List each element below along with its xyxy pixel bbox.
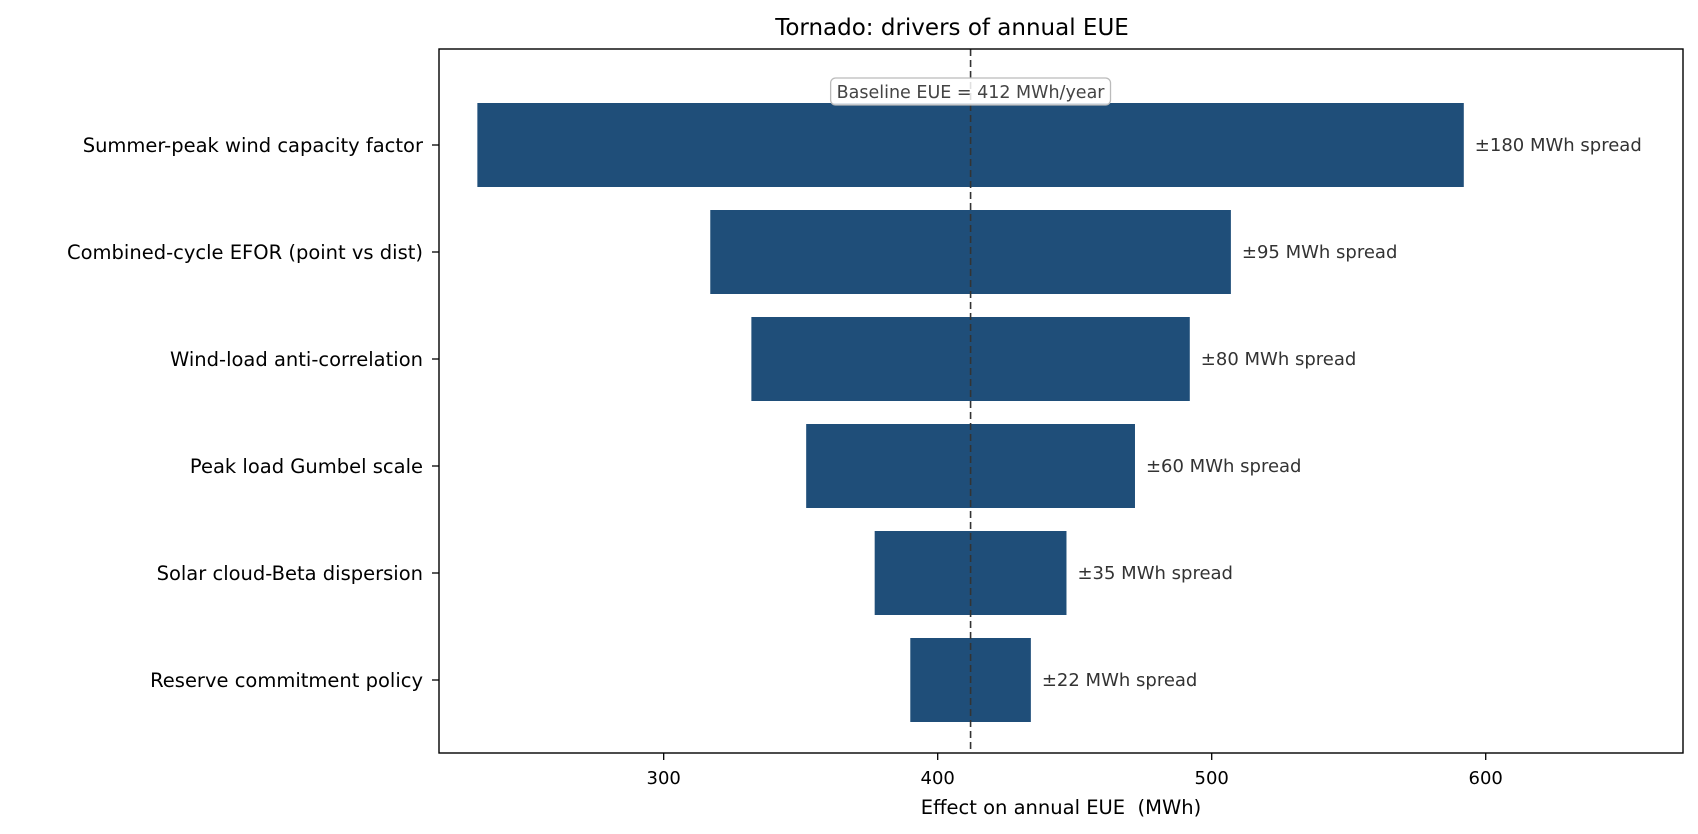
baseline-annotation-box — [829, 77, 1112, 106]
baseline-annotation: Baseline EUE = 412 MWh/year — [829, 77, 1112, 106]
x-tick-label: 600 — [1469, 768, 1503, 789]
category-label: Combined-cycle EFOR (point vs dist) — [67, 241, 423, 264]
bar-label: ±180 MWh spread — [1475, 135, 1642, 156]
x-tick-label: 500 — [1195, 768, 1229, 789]
x-axis-label: Effect on annual EUE (MWh) — [921, 796, 1201, 819]
category-label: Solar cloud-Beta dispersion — [157, 562, 423, 585]
category-label: Peak load Gumbel scale — [190, 455, 423, 478]
x-tick-label: 300 — [647, 768, 681, 789]
baseline-annotation-label: Baseline EUE = 412 MWh/year — [837, 83, 1106, 103]
bar-label: ±22 MWh spread — [1042, 670, 1198, 691]
category-label: Wind-load anti-correlation — [170, 348, 423, 371]
chart-title: Tornado: drivers of annual EUE — [774, 15, 1129, 41]
category-label: Summer-peak wind capacity factor — [83, 134, 424, 157]
x-tick-label: 400 — [921, 768, 955, 789]
bars-layer: ±180 MWh spread ±95 MWh spread ±80 MWh spr… — [477, 103, 1642, 722]
x-axis-ticks: 300 400 500 600 — [647, 753, 1503, 789]
bar-label: ±35 MWh spread — [1077, 563, 1233, 584]
bar-label: ±60 MWh spread — [1146, 456, 1302, 477]
category-label: Reserve commitment policy — [150, 669, 423, 692]
y-axis-categories: Summer-peak wind capacity factor Combined… — [67, 134, 439, 692]
plot-frame — [438, 48, 1684, 754]
bar-label: ±95 MWh spread — [1242, 242, 1398, 263]
bar-label: ±80 MWh spread — [1201, 349, 1357, 370]
